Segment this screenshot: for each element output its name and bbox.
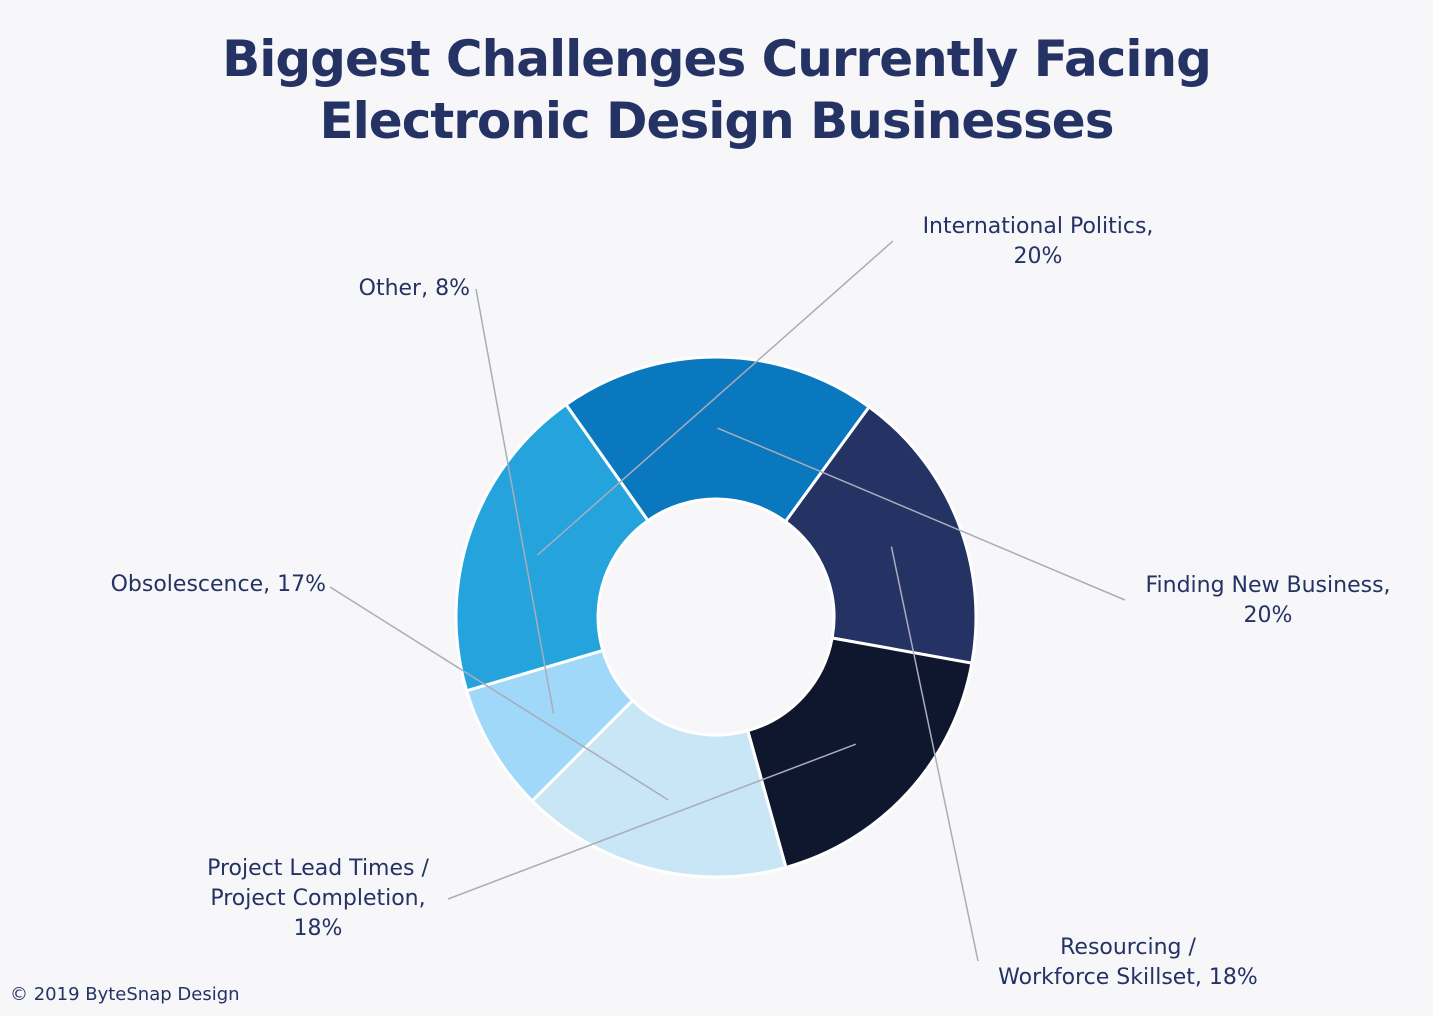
label-international-politics-line-2: 20% — [1013, 244, 1063, 269]
leader-line-other — [475, 288, 555, 714]
label-obsolescence-line-1: Obsolescence, 17% — [110, 572, 326, 597]
label-resourcing-line-2: Workforce Skillset, 18% — [998, 965, 1258, 990]
donut-slice-finding-new-business — [563, 355, 872, 524]
label-finding-new-business-line-2: 20% — [1243, 603, 1293, 628]
leader-line-resourcing-workforce-skillset — [890, 546, 979, 962]
chart-title-line-1: Biggest Challenges Currently Facing — [222, 30, 1212, 88]
chart-title-line-2: Electronic Design Businesses — [319, 92, 1115, 150]
chart-title: Biggest Challenges Currently Facing Elec… — [0, 28, 1433, 152]
donut-slice-international-politics — [454, 402, 651, 693]
label-resourcing: Resourcing / Workforce Skillset, 18% — [978, 933, 1278, 993]
donut-slice-obsolescence — [530, 698, 788, 879]
leader-line-obsolescence — [329, 586, 669, 801]
leader-line-international-politics — [536, 240, 894, 556]
label-project-lead-times-line-2: Project Completion, — [210, 886, 426, 911]
label-obsolescence: Obsolescence, 17% — [40, 570, 326, 600]
copyright-footer: © 2019 ByteSnap Design — [10, 984, 240, 1005]
label-international-politics: International Politics, 20% — [908, 212, 1168, 272]
label-other-line-1: Other, 8% — [358, 276, 470, 301]
label-finding-new-business: Finding New Business, 20% — [1128, 571, 1408, 631]
label-project-lead-times: Project Lead Times / Project Completion,… — [178, 854, 458, 944]
label-finding-new-business-line-1: Finding New Business, — [1145, 573, 1391, 598]
leader-line-project-lead-times-project-completion — [447, 743, 857, 900]
label-resourcing-line-1: Resourcing / — [1060, 935, 1196, 960]
label-project-lead-times-line-1: Project Lead Times / — [207, 856, 429, 881]
label-project-lead-times-line-3: 18% — [293, 916, 343, 941]
label-international-politics-line-1: International Politics, — [922, 214, 1154, 239]
donut-slice-project-lead-times-project-completion — [745, 636, 974, 870]
label-other: Other, 8% — [290, 274, 470, 304]
donut-slice-resourcing-workforce-skillset — [783, 404, 978, 665]
leader-line-finding-new-business — [717, 427, 1126, 601]
